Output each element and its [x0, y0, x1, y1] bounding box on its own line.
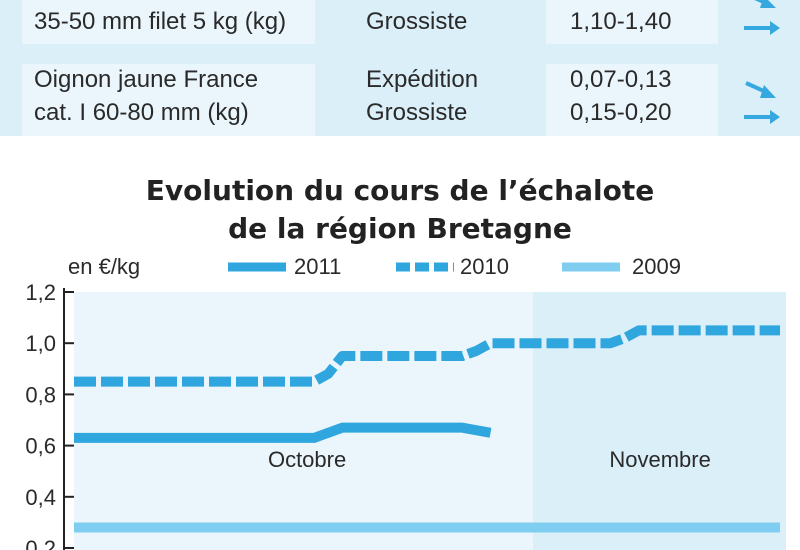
- arrow-down-right-icon: [754, 0, 776, 8]
- y-tick-label: 0,2: [25, 536, 56, 550]
- product-name: 35-50 mm filet 5 kg (kg): [34, 8, 287, 35]
- market-stage: Grossiste: [366, 8, 468, 35]
- legend-label: 2011: [294, 254, 342, 279]
- y-tick-label: 0,6: [25, 434, 56, 459]
- price-range: 0,15-0,20: [570, 99, 672, 126]
- price-range: 0,07-0,13: [570, 66, 672, 93]
- y-tick-label: 0,8: [25, 382, 56, 407]
- product-name: cat. I 60-80 mm (kg): [34, 99, 249, 126]
- line-chart: 0,2 0,4 0,6 0,8 1,0 1,2 Octobre Novembre: [25, 280, 786, 550]
- legend-swatch-2009: [562, 262, 620, 272]
- period-label: Novembre: [609, 447, 710, 472]
- y-tick-label: 1,0: [25, 331, 56, 356]
- period-label: Octobre: [268, 447, 346, 472]
- price-cell: [546, 0, 718, 44]
- chart-title-line: de la région Bretagne: [228, 212, 572, 245]
- legend-label: 2009: [632, 254, 681, 279]
- y-tick-label: 0,4: [25, 485, 56, 510]
- chart-title: Evolution du cours de l’échalote de la r…: [0, 172, 800, 248]
- arrow-right-icon: [744, 110, 780, 124]
- market-stage: Grossiste: [366, 99, 468, 126]
- series-line-2011: [74, 422, 492, 443]
- product-cell: [22, 64, 315, 136]
- series-line-2010: [74, 325, 780, 387]
- chart-title-line: Evolution du cours de l’échalote: [145, 174, 655, 207]
- y-tick-label: 1,2: [25, 280, 56, 305]
- period-band-octobre: [74, 292, 533, 550]
- product-name: Oignon jaune France: [34, 66, 259, 93]
- product-cell: [22, 0, 315, 44]
- price-range: 1,10-1,40: [570, 8, 672, 35]
- price-cell: [546, 64, 718, 136]
- legend-swatch-2010: [396, 262, 454, 272]
- y-axis-unit: en €/kg: [68, 254, 141, 279]
- arrow-down-right-icon: [745, 81, 776, 98]
- legend-label: 2010: [460, 254, 509, 279]
- price-table: 35-50 mm filet 5 kg (kg) Grossiste 1,10-…: [0, 0, 800, 136]
- legend-swatch-2011: [228, 262, 286, 272]
- market-stage: Expédition: [366, 66, 479, 93]
- arrow-right-icon: [744, 21, 780, 35]
